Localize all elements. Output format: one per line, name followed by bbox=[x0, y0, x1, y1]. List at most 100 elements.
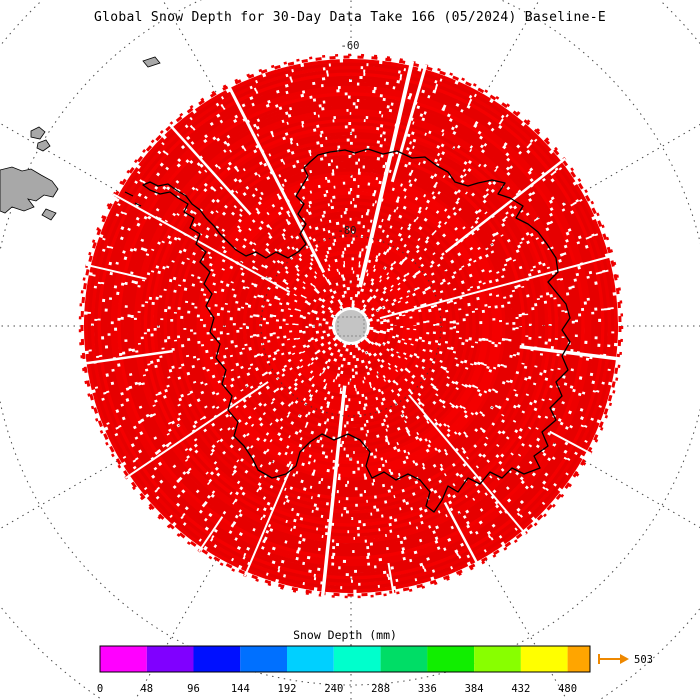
colorbar-tick-label: 288 bbox=[371, 683, 390, 695]
swath-ring bbox=[288, 263, 414, 389]
colorbar-frame bbox=[99, 645, 591, 673]
swath-ring bbox=[130, 105, 572, 547]
colorbar: Snow Depth (mm) 0 48 96 144 192 240 288 336 384 4… bbox=[97, 628, 653, 695]
swath-ring bbox=[182, 157, 520, 495]
swath-ring bbox=[262, 237, 440, 415]
swath-ring bbox=[318, 293, 384, 359]
swath-ring bbox=[107, 82, 595, 570]
swath-ring bbox=[215, 190, 487, 462]
lat-label-60: -60 bbox=[341, 40, 360, 52]
swath-gap bbox=[112, 193, 291, 293]
colorbar-segment bbox=[287, 646, 334, 672]
swath-gap bbox=[85, 263, 147, 280]
swath-ring bbox=[285, 260, 417, 392]
swath-ring bbox=[314, 289, 388, 363]
antarctica-coastline bbox=[142, 148, 571, 513]
colorbar-tick-label: 432 bbox=[511, 683, 530, 695]
swath-gap bbox=[124, 381, 269, 479]
land-falkland-west bbox=[30, 126, 46, 140]
land-island-tierra bbox=[41, 208, 57, 221]
swath-ring bbox=[232, 207, 470, 445]
swath-ring bbox=[189, 164, 513, 488]
swath-ring bbox=[173, 148, 529, 504]
swath-ring bbox=[268, 243, 434, 409]
swath-ring bbox=[116, 91, 586, 561]
swath-ring bbox=[212, 187, 490, 465]
colorbar-segment bbox=[100, 646, 147, 672]
pole-area bbox=[260, 235, 442, 417]
swath-ring bbox=[146, 121, 556, 531]
swath-gap bbox=[243, 463, 294, 577]
swath-ring bbox=[219, 194, 483, 458]
pole-hole-box bbox=[337, 316, 365, 337]
overflow-arrow bbox=[598, 654, 629, 664]
swath-gap bbox=[444, 157, 567, 254]
colorbar-tick-label: 0 bbox=[97, 683, 103, 695]
swath-ring bbox=[113, 88, 589, 564]
swath-gap bbox=[81, 349, 173, 366]
snow-data-swath bbox=[78, 53, 624, 599]
swath-ring bbox=[202, 177, 500, 475]
swath-ring bbox=[143, 118, 559, 534]
land-south-america bbox=[0, 166, 59, 214]
swath-ring bbox=[275, 250, 427, 402]
swath-ring bbox=[87, 62, 615, 590]
swath-gap bbox=[443, 502, 480, 567]
lat-circle-80 bbox=[260, 235, 442, 417]
swath-ring bbox=[133, 108, 569, 544]
swath-ring bbox=[166, 141, 536, 511]
colorbar-tick-label: 96 bbox=[187, 683, 200, 695]
swath-ring bbox=[126, 101, 576, 551]
swath-ring bbox=[295, 270, 407, 382]
swath-ring bbox=[196, 171, 506, 481]
swath-ring bbox=[308, 283, 394, 369]
swath-ring bbox=[291, 266, 411, 386]
swath-ring bbox=[153, 128, 549, 524]
swath-ring bbox=[156, 131, 546, 521]
colorbar-tick-label: 48 bbox=[140, 683, 153, 695]
swath-gap bbox=[390, 64, 428, 183]
swath-ring bbox=[192, 167, 510, 485]
swath-gap bbox=[408, 394, 527, 536]
colorbar-segments bbox=[100, 646, 590, 672]
swath-ring bbox=[265, 240, 437, 412]
swath-ring-edge bbox=[78, 53, 624, 599]
swath-ring bbox=[255, 230, 447, 422]
colorbar-segment bbox=[146, 646, 194, 672]
colorbar-segment bbox=[427, 646, 475, 672]
land-south-georgia bbox=[142, 56, 161, 68]
swath-ring bbox=[159, 134, 543, 518]
lat-label-80: -80 bbox=[338, 225, 357, 237]
colorbar-tick-label: 192 bbox=[278, 683, 297, 695]
pole-hole bbox=[335, 310, 367, 342]
swath-gap bbox=[320, 385, 347, 597]
swath-ring bbox=[123, 98, 579, 554]
colorbar-tick-label: 336 bbox=[418, 683, 437, 695]
colorbar-segment bbox=[240, 646, 288, 672]
swath-ring bbox=[248, 223, 454, 429]
colorbar-tick-label: 480 bbox=[558, 683, 577, 695]
swath-ring bbox=[100, 75, 602, 577]
colorbar-title: Snow Depth (mm) bbox=[293, 628, 397, 642]
swath-ring bbox=[149, 124, 553, 528]
swath-ring bbox=[110, 85, 592, 567]
islands-south-orkney bbox=[124, 191, 142, 207]
colorbar-segment bbox=[474, 646, 521, 672]
swath-ring bbox=[163, 138, 539, 514]
swath-ring bbox=[222, 197, 480, 455]
swath-ring bbox=[179, 154, 523, 498]
colorbar-segment bbox=[193, 646, 241, 672]
colorbar-segment bbox=[520, 646, 568, 672]
colorbar-tick-label: 384 bbox=[465, 683, 484, 695]
swath-ring bbox=[245, 220, 457, 432]
swath-ring bbox=[140, 115, 562, 537]
swath-ring bbox=[281, 256, 421, 396]
swath-gap bbox=[387, 562, 395, 595]
swath-ring bbox=[321, 296, 381, 356]
swath-gap bbox=[226, 82, 326, 274]
colorbar-overflow-value: 503 bbox=[634, 654, 653, 666]
swath-ring bbox=[120, 95, 582, 557]
swath-ring bbox=[229, 204, 473, 448]
